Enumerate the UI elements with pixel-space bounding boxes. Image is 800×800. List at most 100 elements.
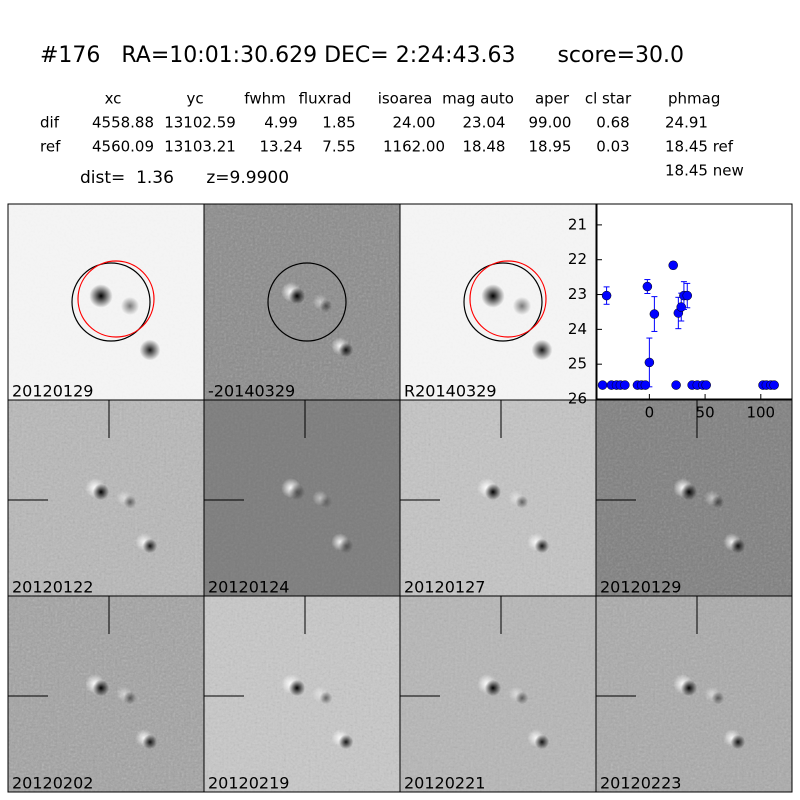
source [288,287,306,305]
source [512,296,532,316]
data-point [769,380,779,390]
image-grid: 20120129 -20140329 R20140329 20120122 201201… [7,203,793,793]
data-point [601,290,612,301]
table-cell: 7.55 [322,138,355,156]
aperture [267,262,347,342]
data-point [620,380,630,390]
x-tick-label: 0 [645,404,655,422]
summary: dist= 1.36 z=9.9900 [80,168,289,188]
table-cell: 4560.09 [92,138,154,156]
source [534,538,550,554]
column-header: aper [535,90,570,108]
source [484,679,502,697]
source [515,691,529,705]
image-label: 20120221 [404,774,485,793]
source [142,734,158,750]
table-cell: dif [40,114,60,132]
table-cell: 13102.59 [164,114,236,132]
column-header: yc [186,90,203,108]
source [319,691,333,705]
table-cell: 24.00 [393,114,436,132]
image-label: 20120124 [208,578,289,597]
source [534,734,550,750]
table-cell: 1162.00 [383,138,445,156]
chart-background [596,203,793,400]
column-header: cl star [585,90,632,108]
source [515,495,529,509]
image-label: 20120127 [404,578,485,597]
image-label: R20140329 [404,382,497,401]
image-label: 20120122 [12,578,93,597]
aperture [463,262,543,342]
source [730,538,746,554]
table-cell: 1.85 [322,114,355,132]
data-point [597,380,608,390]
image-label: 20120129 [12,382,93,401]
data-point [642,281,653,292]
source [123,495,137,509]
title: #176 RA=10:01:30.629 DEC= 2:24:43.63 sco… [40,43,684,68]
y-tick-label: 23 [568,285,587,303]
data-point [668,260,678,271]
table-cell: 4558.88 [92,114,154,132]
table-cell: 18.95 [529,138,572,156]
table-cell: 13.24 [260,138,303,156]
table-cell: 0.68 [596,114,629,132]
source [288,483,306,501]
source [481,284,505,308]
source [288,679,306,697]
x-tick-label: 50 [696,404,715,422]
y-tick-label: 24 [568,320,587,338]
source [123,691,137,705]
table-cell: 99.00 [529,114,572,132]
data-point [682,290,693,301]
source [680,679,698,697]
data-point [644,357,655,368]
image-label: -20140329 [208,382,295,401]
x-tick-label: 100 [746,404,775,422]
source [730,734,746,750]
image-label: 20120223 [600,774,681,793]
source [711,691,725,705]
column-header: fwhm [244,90,285,108]
source [338,342,354,358]
source [319,299,333,313]
column-header: mag auto [442,90,514,108]
table-cell: ref [40,138,61,156]
image-frame [595,595,793,793]
aperture [71,262,151,342]
data-point [701,380,711,390]
source [531,339,553,361]
source [711,495,725,509]
table-cell: 18.48 [463,138,506,156]
column-header: phmag [668,90,720,108]
image-label: 20120219 [208,774,289,793]
y-tick-label: 25 [568,355,587,373]
source [680,483,698,501]
table-cell: 13103.21 [164,138,236,156]
data-point [649,309,660,319]
source [338,538,354,554]
table-cell: 23.04 [463,114,506,132]
aperture-ref [469,260,547,338]
image-label: 20120202 [12,774,93,793]
table-cell: 4.99 [264,114,297,132]
source [319,495,333,509]
source [92,483,110,501]
image-label: 20120129 [600,578,681,597]
aperture-ref [77,260,155,338]
column-header: fluxrad [299,90,352,108]
data-point [671,380,681,390]
source [484,483,502,501]
y-tick-label: 21 [568,215,587,233]
y-tick-label: 22 [568,250,587,268]
y-tick-label: 26 [568,390,587,408]
source [142,538,158,554]
table-cell: 18.45 ref [665,138,734,156]
source [89,284,113,308]
table-cell: 0.03 [596,138,629,156]
source [92,679,110,697]
source [139,339,161,361]
table-cell: 24.91 [665,114,708,132]
